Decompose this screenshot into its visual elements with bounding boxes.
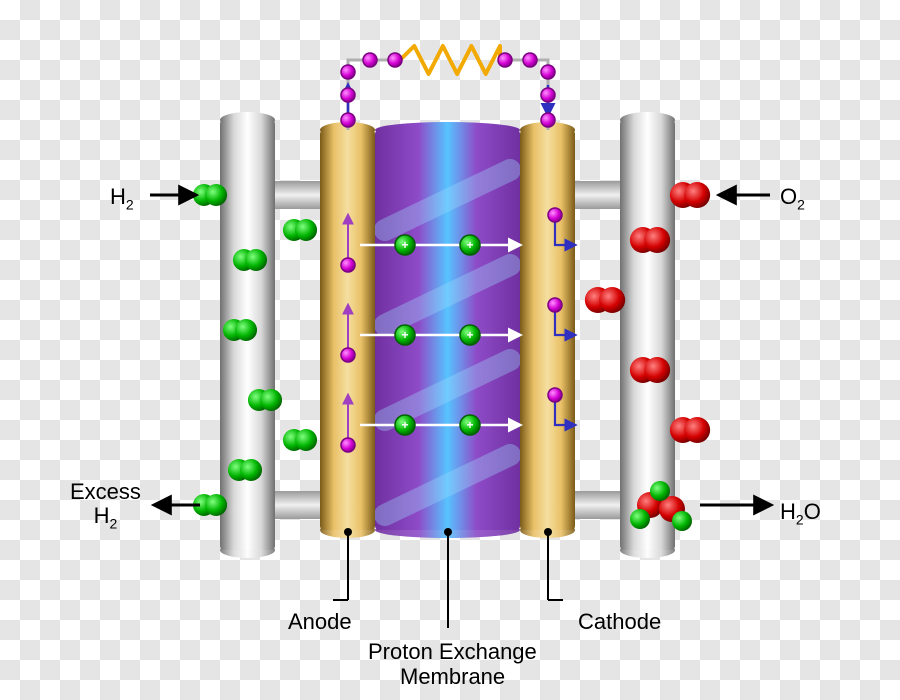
diagram-svg: + + + + + + [0, 0, 900, 700]
svg-text:+: + [401, 418, 408, 432]
svg-text:+: + [466, 238, 473, 252]
label-h2o: H2O [780, 500, 821, 528]
label-cathode: Cathode [578, 610, 661, 634]
label-excess-h2: ExcessH2 [70, 480, 141, 532]
label-o2: O2 [780, 185, 805, 213]
label-anode: Anode [288, 610, 352, 634]
label-h2: H2 [110, 185, 134, 213]
svg-text:+: + [401, 238, 408, 252]
svg-text:+: + [466, 418, 473, 432]
label-pem-line1: Proton Exchange [368, 640, 537, 664]
external-circuit [348, 46, 548, 130]
svg-text:+: + [466, 328, 473, 342]
label-pem-line2: Membrane [400, 665, 505, 689]
label-leaders [333, 528, 563, 628]
cathode-layer [520, 122, 575, 538]
svg-text:+: + [401, 328, 408, 342]
